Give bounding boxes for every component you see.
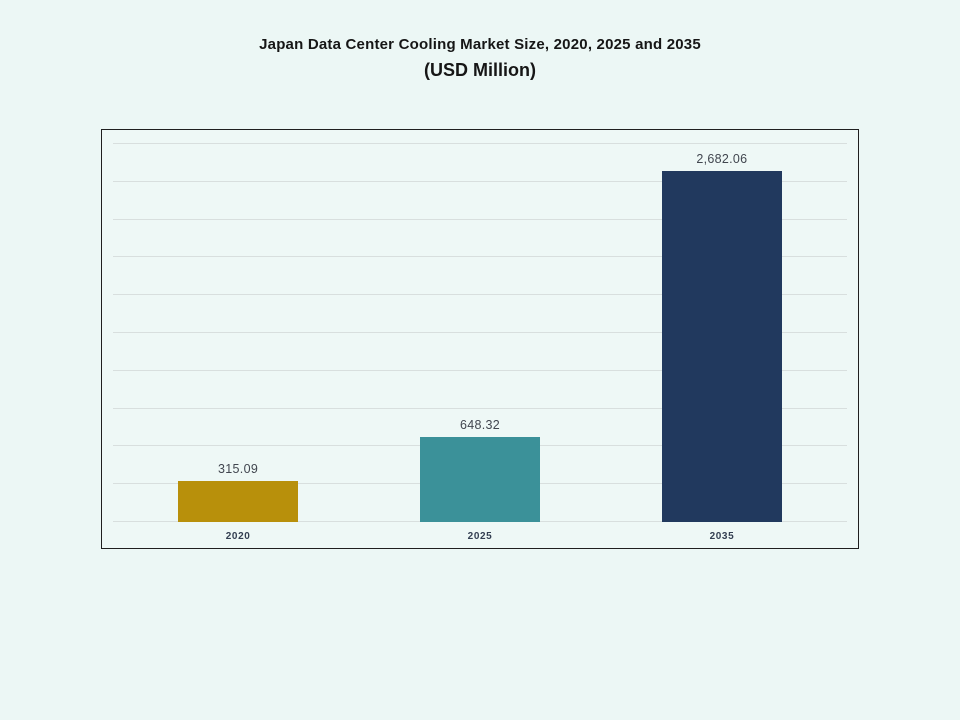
y-gridline — [113, 294, 847, 296]
y-gridline — [113, 256, 847, 258]
y-gridline — [113, 218, 847, 220]
category-label-2035: 2035 — [709, 531, 735, 542]
category-label-2020: 2020 — [225, 531, 251, 542]
y-gridline — [113, 143, 847, 144]
value-label-2020: 315.09 — [218, 461, 259, 476]
bar-2020 — [178, 480, 299, 522]
y-gridline — [113, 407, 847, 409]
y-gridline — [113, 369, 847, 371]
value-label-2035: 2,682.06 — [696, 152, 748, 167]
chart-subtitle: (USD Million) — [424, 60, 536, 80]
category-label-2025: 2025 — [467, 531, 493, 542]
y-gridline — [113, 180, 847, 182]
bar-2035 — [661, 171, 782, 522]
bar-2025 — [420, 437, 540, 522]
y-gridline — [113, 332, 847, 333]
value-label-2025: 648.32 — [459, 418, 501, 433]
chart-plot-area: 315.09 2020 648.32 2025 2,682.06 2035 — [101, 129, 859, 549]
chart-title: Japan Data Center Cooling Market Size, 2… — [259, 36, 701, 53]
